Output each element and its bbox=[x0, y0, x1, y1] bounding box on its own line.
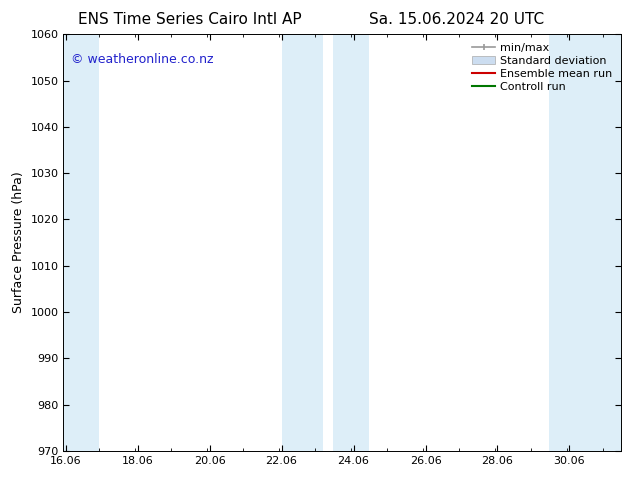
Y-axis label: Surface Pressure (hPa): Surface Pressure (hPa) bbox=[12, 172, 25, 314]
Bar bbox=[281, 34, 323, 451]
Text: ENS Time Series Cairo Intl AP: ENS Time Series Cairo Intl AP bbox=[79, 12, 302, 27]
Legend: min/max, Standard deviation, Ensemble mean run, Controll run: min/max, Standard deviation, Ensemble me… bbox=[469, 40, 616, 95]
Bar bbox=[333, 34, 370, 451]
Text: © weatheronline.co.nz: © weatheronline.co.nz bbox=[70, 53, 213, 66]
Text: Sa. 15.06.2024 20 UTC: Sa. 15.06.2024 20 UTC bbox=[369, 12, 544, 27]
Bar bbox=[549, 34, 621, 451]
Bar bbox=[63, 34, 100, 451]
